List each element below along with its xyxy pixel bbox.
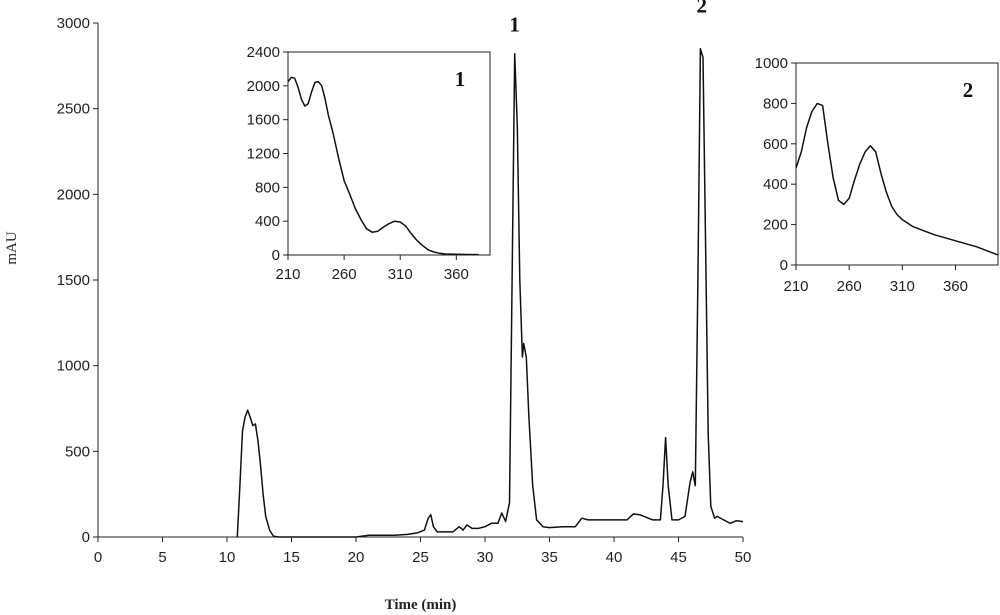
inset-2-y-tick-label: 1000 (755, 55, 788, 72)
main-x-tick-label: 35 (541, 549, 558, 566)
inset-1-y-tick-label: 2000 (247, 78, 280, 95)
inset-1-y-tick-label: 1600 (247, 112, 280, 129)
main-y-tick-label: 500 (65, 443, 90, 460)
main-x-tick-label: 30 (477, 549, 494, 566)
inset-2-y-tick-label: 600 (763, 136, 788, 153)
main-x-tick-label: 25 (412, 549, 429, 566)
main-x-tick-label: 45 (670, 549, 687, 566)
main-y-tick-label: 2000 (57, 186, 90, 203)
main-x-tick-label: 20 (348, 549, 365, 566)
main-x-tick-label: 10 (219, 549, 236, 566)
inset-1-x-tick-label: 260 (332, 266, 357, 283)
inset-2-label: 2 (963, 78, 974, 102)
inset-spectrum-1: 0 400 800 1200 1600 2000 2400 210 260 310 360 1 (247, 44, 491, 283)
main-y-tick-label: 1000 (57, 358, 90, 375)
main-x-tick-label: 40 (606, 549, 623, 566)
main-x-tick-label: 15 (283, 549, 300, 566)
inset-1-x-tick-label: 210 (275, 266, 300, 283)
main-y-tick-label: 0 (82, 529, 90, 546)
main-y-tick-label: 2500 (57, 101, 90, 118)
inset-2-x-tick-label: 310 (890, 278, 915, 295)
inset-1-x-tick-label: 360 (444, 266, 469, 283)
inset-1-y-tick-label: 400 (255, 213, 280, 230)
inset-2-y-tick-label: 0 (780, 257, 788, 274)
main-x-tick-label: 50 (735, 549, 752, 566)
x-axis-label: Time (min) (385, 597, 457, 613)
main-series-line (236, 47, 744, 538)
main-y-tick-label: 3000 (57, 15, 90, 32)
inset-2-y-tick-label: 800 (763, 95, 788, 112)
inset-1-x-tick-label: 310 (388, 266, 413, 283)
inset-1-y-tick-label: 0 (272, 247, 280, 264)
main-x-tick-label: 0 (94, 549, 102, 566)
inset-2-y-tick-label: 400 (763, 176, 788, 193)
inset-2-x-tick-label: 210 (783, 278, 808, 295)
inset-2-x-tick-label: 260 (837, 278, 862, 295)
inset-2-y-tick-label: 200 (763, 217, 788, 234)
inset-2-frame (795, 62, 999, 266)
inset-1-y-tick-label: 800 (255, 179, 280, 196)
inset-2-series-line (795, 102, 999, 256)
main-y-tick-label: 1500 (57, 272, 90, 289)
inset-1-series-line (287, 76, 479, 256)
inset-2-x-tick-label: 360 (943, 278, 968, 295)
main-x-tick-label: 5 (158, 549, 166, 566)
y-axis-label: mAU (4, 231, 20, 265)
inset-1-y-tick-label: 1200 (247, 146, 280, 163)
inset-1-label: 1 (455, 67, 466, 91)
peak-label: 1 (509, 13, 520, 37)
inset-spectrum-2: 0 200 400 600 800 1000 210 260 310 360 2 (755, 55, 999, 295)
peak-label: 2 (696, 0, 707, 18)
inset-1-y-tick-label: 2400 (247, 44, 280, 61)
